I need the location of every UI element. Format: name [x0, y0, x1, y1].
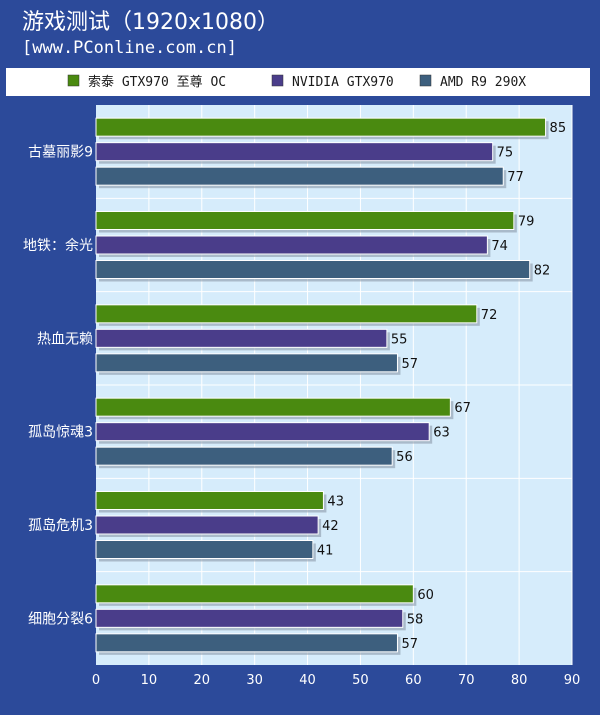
- category-label-5: 细胞分裂6: [28, 611, 93, 627]
- data-label-c1-s1: 74: [491, 239, 508, 254]
- category-label-0: 古墓丽影9: [28, 145, 93, 161]
- category-label-4: 孤岛危机3: [28, 518, 93, 534]
- data-label-c4-s2: 41: [317, 544, 334, 559]
- category-label-2: 热血无赖: [37, 331, 93, 347]
- data-label-c5-s0: 60: [417, 588, 434, 603]
- x-tick-label-90: 90: [564, 673, 581, 688]
- x-tick-label-50: 50: [352, 673, 369, 688]
- x-tick-label-40: 40: [299, 673, 316, 688]
- bar-c4-s0: [96, 492, 323, 510]
- legend-swatch-1: [272, 75, 283, 86]
- chart-subtitle: [www.PConline.com.cn]: [22, 38, 237, 58]
- bar-c1-s1: [96, 236, 487, 254]
- data-label-c2-s1: 55: [391, 332, 408, 347]
- legend-swatch-0: [68, 75, 79, 86]
- bar-c5-s1: [96, 609, 403, 627]
- data-label-c4-s1: 42: [322, 519, 339, 534]
- data-label-c3-s0: 67: [454, 401, 471, 416]
- bar-c0-s0: [96, 118, 546, 136]
- bar-c2-s1: [96, 329, 387, 347]
- bar-c4-s2: [96, 541, 313, 559]
- legend-swatch-2: [420, 75, 431, 86]
- legend-label-2: AMD R9 290X: [440, 75, 526, 90]
- data-label-c5-s2: 57: [401, 637, 418, 652]
- bar-c3-s2: [96, 447, 392, 465]
- data-label-c2-s2: 57: [401, 357, 418, 372]
- bar-c0-s2: [96, 167, 503, 185]
- data-label-c2-s0: 72: [481, 308, 498, 323]
- x-tick-label-10: 10: [141, 673, 158, 688]
- data-label-c0-s2: 77: [507, 170, 524, 185]
- x-tick-label-30: 30: [246, 673, 263, 688]
- bar-c2-s2: [96, 354, 397, 372]
- category-label-3: 孤岛惊魂3: [28, 425, 93, 441]
- data-label-c0-s0: 85: [550, 121, 567, 136]
- bar-c4-s1: [96, 516, 318, 534]
- bar-c5-s2: [96, 634, 397, 652]
- x-tick-label-60: 60: [405, 673, 422, 688]
- bar-c0-s1: [96, 143, 493, 161]
- data-label-c3-s1: 63: [433, 426, 450, 441]
- bar-c2-s0: [96, 305, 477, 323]
- bar-c1-s2: [96, 261, 530, 279]
- legend-label-0: 索泰 GTX970 至尊 OC: [88, 74, 226, 90]
- bar-c3-s0: [96, 398, 450, 416]
- x-tick-label-20: 20: [194, 673, 211, 688]
- data-label-c4-s0: 43: [327, 495, 344, 510]
- x-tick-label-70: 70: [458, 673, 475, 688]
- x-tick-label-0: 0: [92, 673, 100, 688]
- data-label-c5-s1: 58: [407, 612, 424, 627]
- data-label-c3-s2: 56: [396, 450, 413, 465]
- bar-c1-s0: [96, 212, 514, 230]
- data-label-c1-s2: 82: [534, 264, 551, 279]
- legend: 索泰 GTX970 至尊 OC NVIDIA GTX970 AMD R9 290X: [68, 74, 526, 90]
- legend-label-1: NVIDIA GTX970: [292, 75, 394, 90]
- x-tick-label-80: 80: [511, 673, 528, 688]
- chart-title: 游戏测试（1920x1080）: [22, 10, 279, 35]
- data-label-c0-s1: 75: [497, 146, 514, 161]
- category-label-1: 地铁：余光: [23, 237, 93, 254]
- bar-c3-s1: [96, 423, 429, 441]
- data-label-c1-s0: 79: [518, 215, 535, 230]
- bar-c5-s0: [96, 585, 413, 603]
